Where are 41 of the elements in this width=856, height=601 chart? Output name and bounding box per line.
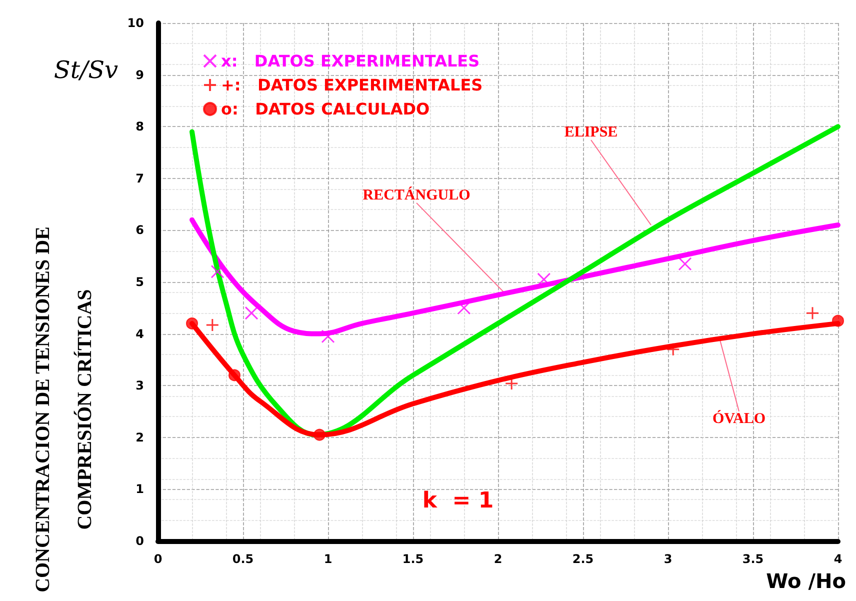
y-axis-title: CONCENTRACION DE TENSIONES DE COMPRESIÓN CRÍTICAS bbox=[32, 226, 96, 592]
point bbox=[678, 257, 692, 271]
point bbox=[210, 264, 224, 278]
x-tick-label: 0 bbox=[154, 552, 162, 566]
legend-label: o: DATOS CALCULADO bbox=[221, 100, 430, 118]
point bbox=[321, 330, 335, 344]
x-tick-label: 2 bbox=[494, 552, 502, 566]
y-tick-label: 1 bbox=[136, 482, 144, 496]
point bbox=[832, 314, 844, 327]
x-tick-label: 1 bbox=[324, 552, 332, 566]
legend-label: x: DATOS EXPERIMENTALES bbox=[221, 52, 480, 70]
point bbox=[186, 317, 198, 330]
y-tick-label: 8 bbox=[136, 120, 144, 134]
y-tick-label: 3 bbox=[136, 378, 144, 393]
x-axis-title: Wo /Ho bbox=[766, 569, 846, 593]
y-tick-label: 0 bbox=[136, 534, 144, 548]
y-tick-label: 4 bbox=[136, 326, 144, 341]
point bbox=[244, 306, 258, 320]
annotation: ÓVALO bbox=[712, 410, 766, 427]
point bbox=[666, 342, 680, 356]
point bbox=[206, 318, 220, 332]
x-tick-label: 2.5 bbox=[572, 552, 594, 566]
point bbox=[314, 428, 326, 441]
x-tick-label: 4 bbox=[834, 552, 842, 566]
annotation: RECTÁNGULO bbox=[362, 186, 470, 204]
y-tick-label: 2 bbox=[136, 430, 144, 444]
text: St/Sv bbox=[54, 56, 119, 84]
y-tick-label: 6 bbox=[136, 223, 144, 238]
y-tick-label: 5 bbox=[136, 275, 144, 289]
x-tick-label: 0.5 bbox=[232, 552, 254, 566]
y-tick-label: 9 bbox=[136, 68, 144, 82]
x-tick-label: 1.5 bbox=[402, 552, 424, 566]
point bbox=[806, 306, 820, 320]
y-tick-label: 10 bbox=[127, 16, 144, 30]
y-tick-label: 7 bbox=[136, 171, 144, 186]
x-tick-label: 3.5 bbox=[742, 552, 764, 566]
x-tick-label: 3 bbox=[664, 552, 672, 566]
legend-label: +: DATOS EXPERIMENTALES bbox=[221, 76, 483, 94]
point bbox=[228, 369, 240, 382]
annotation: k = 1 bbox=[422, 488, 494, 514]
annotation: ELIPSE bbox=[564, 124, 618, 141]
